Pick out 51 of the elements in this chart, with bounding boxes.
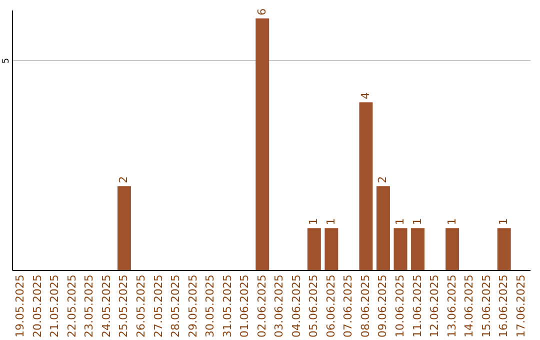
x-tick-label: 04.06.2025 — [290, 274, 303, 338]
x-tick-label: 08.06.2025 — [358, 274, 372, 338]
x-tick-label: 25.05.2025 — [117, 274, 130, 338]
x-tick-label: 16.06.2025 — [497, 274, 510, 338]
x-tick-label: 11.06.2025 — [410, 274, 424, 338]
x-tick-label: 31.05.2025 — [220, 274, 234, 338]
data-label: 6 — [255, 8, 268, 16]
x-tick-label: 06.06.2025 — [324, 274, 338, 338]
x-tick-label: 20.05.2025 — [30, 274, 44, 338]
data-label: 1 — [497, 218, 510, 226]
x-tick-label: 12.06.2025 — [428, 274, 442, 338]
y-tick-label: 5 — [2, 58, 12, 64]
x-tick-label: 02.06.2025 — [255, 274, 268, 338]
x-tick-label: 10.06.2025 — [394, 274, 406, 338]
x-tick-label: 29.05.2025 — [186, 274, 200, 338]
data-label: 1 — [410, 218, 424, 226]
data-label: 2 — [376, 176, 390, 184]
bar — [118, 186, 131, 270]
x-tick-label: 24.05.2025 — [100, 274, 113, 338]
x-tick-label: 28.05.2025 — [169, 274, 182, 338]
x-tick-label: 05.06.2025 — [307, 274, 320, 338]
x-tick-label: 01.06.2025 — [238, 274, 252, 338]
data-label: 4 — [358, 92, 372, 100]
bar — [394, 228, 408, 270]
x-tick-label: 26.05.2025 — [134, 274, 148, 338]
x-tick-label: 19.05.2025 — [14, 274, 27, 338]
x-tick-label: 27.05.2025 — [152, 274, 165, 338]
x-tick-label: 22.05.2025 — [65, 274, 78, 338]
bar — [307, 228, 321, 270]
x-tick-label: 07.06.2025 — [342, 274, 355, 338]
x-tick-label: 30.05.2025 — [204, 274, 217, 338]
bar — [359, 102, 373, 270]
data-label: 2 — [117, 176, 130, 184]
x-tick-label: 13.06.2025 — [445, 274, 458, 338]
x-tick-label: 23.05.2025 — [82, 274, 96, 338]
data-label: 1 — [394, 218, 406, 226]
x-tick-label: 15.06.2025 — [480, 274, 493, 338]
x-tick-label: 03.06.2025 — [272, 274, 286, 338]
x-tick-label: 14.06.2025 — [462, 274, 476, 338]
bar — [376, 186, 390, 270]
bar — [324, 228, 338, 270]
bar — [497, 228, 511, 270]
bar — [256, 18, 270, 270]
bar — [446, 228, 460, 270]
x-tick-label: 17.06.2025 — [514, 274, 528, 338]
x-tick-label: 09.06.2025 — [376, 274, 390, 338]
data-label: 1 — [324, 218, 338, 226]
bar — [411, 228, 424, 270]
data-label: 1 — [445, 218, 458, 226]
x-tick-label: 21.05.2025 — [48, 274, 62, 338]
data-label: 1 — [307, 218, 320, 226]
